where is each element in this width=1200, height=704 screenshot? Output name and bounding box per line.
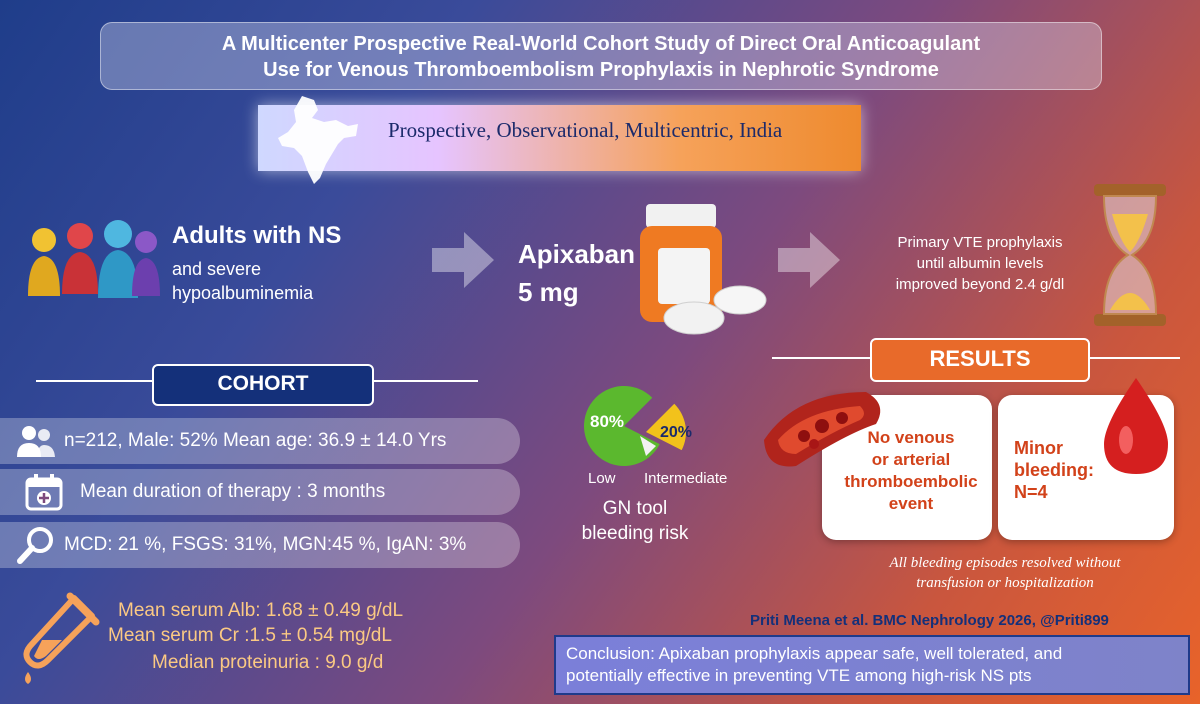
- bleeding-result: Minor bleeding: N=4: [1014, 437, 1094, 503]
- drug-name: Apixaban: [518, 239, 636, 269]
- prophylaxis-line-3: improved beyond 2.4 g/dl: [895, 276, 1065, 293]
- test-tube-icon: [23, 592, 100, 684]
- thrombo-line-2: or arterial: [871, 450, 951, 469]
- low-label: Low: [588, 470, 616, 487]
- title-line-1: A Multicenter Prospective Real-World Coh…: [221, 33, 981, 55]
- conclusion-line-2: potentially effective in preventing VTE …: [566, 666, 1032, 685]
- pie-slice-low: [584, 386, 660, 466]
- design-banner: [258, 105, 861, 171]
- title-line-2: Use for Venous Thromboembolism Prophylax…: [263, 59, 939, 81]
- drug-dose: 5 mg: [518, 277, 579, 307]
- cohort-heading: COHORT: [152, 364, 374, 406]
- blood-drop-icon: [1104, 378, 1168, 474]
- conclusion-line-1: Conclusion: Apixaban prophylaxis appear …: [566, 644, 1063, 663]
- results-heading: RESULTS: [870, 338, 1090, 382]
- bleeding-line-2: bleeding:: [1014, 460, 1094, 480]
- pie-pointer: [640, 436, 656, 456]
- diagnoses-text: MCD: 21 %, FSGS: 31%, MGN:45 %, IgAN: 3%: [64, 534, 467, 555]
- drug-label: Apixaban 5 mg: [518, 235, 635, 311]
- population-description: and severe hypoalbuminemia: [172, 257, 313, 305]
- arrow-right-icon: [432, 232, 494, 288]
- resolution-note: All bleeding episodes resolved without t…: [860, 553, 1150, 593]
- low-percent-label: 80%: [590, 412, 625, 431]
- calendar-medical-icon: [25, 474, 63, 511]
- caption-line-2: bleeding risk: [581, 523, 689, 544]
- thrombo-line-4: event: [888, 494, 934, 513]
- pie-slice-intermediate: [646, 403, 686, 451]
- population-heading: Adults with NS: [172, 222, 342, 249]
- creatinine-text: Mean serum Cr :1.5 ± 0.54 mg/dL: [108, 625, 392, 646]
- albumin-text: Mean serum Alb: 1.68 ± 0.49 g/dL: [118, 600, 404, 621]
- prophylaxis-line-2: until albumin levels: [916, 255, 1044, 272]
- intermediate-label: Intermediate: [644, 470, 728, 487]
- cohort-duration-row: Mean duration of therapy : 3 months: [0, 469, 520, 515]
- cohort-demographics-row: n=212, Male: 52% Mean age: 36.9 ± 14.0 Y…: [0, 418, 520, 464]
- prophylaxis-text: Primary VTE prophylaxis until albumin le…: [880, 232, 1080, 295]
- india-map-icon: [278, 96, 358, 184]
- bleeding-risk-pie: [584, 386, 686, 466]
- population-line-2: hypoalbuminemia: [172, 283, 314, 303]
- conclusion-box: Conclusion: Apixaban prophylaxis appear …: [554, 635, 1190, 695]
- bleeding-line-3: N=4: [1014, 482, 1048, 502]
- resolution-line-2: transfusion or hospitalization: [916, 575, 1094, 591]
- blood-vessel-icon: [764, 392, 881, 467]
- magnifier-icon: [17, 527, 53, 564]
- thrombo-result: No venous or arterial thromboembolic eve…: [836, 427, 986, 515]
- study-design-text: Prospective, Observational, Multicentric…: [388, 118, 783, 142]
- people-icon: [28, 220, 160, 298]
- thrombo-line-3: thromboembolic: [844, 472, 978, 491]
- caption-line-1: GN tool: [602, 498, 668, 519]
- duration-text: Mean duration of therapy : 3 months: [80, 481, 386, 502]
- thrombo-line-1: No venous: [867, 428, 955, 447]
- arrow-right-icon: [778, 232, 840, 288]
- population-line-1: and severe: [172, 259, 262, 279]
- resolution-line-1: All bleeding episodes resolved without: [889, 555, 1121, 571]
- citation: Priti Meena et al. BMC Nephrology 2026, …: [750, 612, 1109, 629]
- title-box: A Multicenter Prospective Real-World Coh…: [100, 22, 1102, 90]
- proteinuria-text: Median proteinuria : 9.0 g/d: [152, 652, 384, 673]
- demographics-text: n=212, Male: 52% Mean age: 36.9 ± 14.0 Y…: [64, 430, 447, 451]
- users-icon: [17, 426, 55, 457]
- intermediate-percent-label: 20%: [660, 424, 693, 441]
- pill-bottle-icon: [640, 204, 767, 335]
- bleeding-risk-caption: GN tool bleeding risk: [574, 496, 696, 546]
- bleeding-line-1: Minor: [1014, 438, 1063, 458]
- hourglass-icon: [1094, 184, 1166, 326]
- prophylaxis-line-1: Primary VTE prophylaxis: [897, 234, 1063, 251]
- cohort-diagnoses-row: MCD: 21 %, FSGS: 31%, MGN:45 %, IgAN: 3%: [0, 522, 520, 568]
